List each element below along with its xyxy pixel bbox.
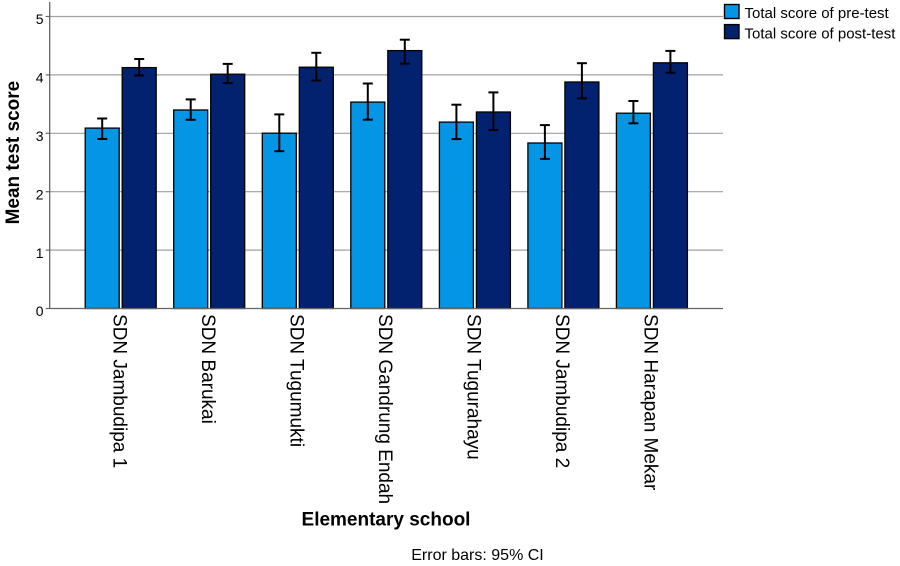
svg-text:2: 2 xyxy=(36,186,44,202)
svg-text:SDN Jambudipa 1: SDN Jambudipa 1 xyxy=(109,314,130,468)
svg-text:SDN Jambudipa 2: SDN Jambudipa 2 xyxy=(551,314,572,468)
svg-text:0: 0 xyxy=(36,303,44,319)
svg-text:SDN Harapan Mekar: SDN Harapan Mekar xyxy=(640,314,661,491)
svg-text:SDN Barukai: SDN Barukai xyxy=(197,314,218,424)
svg-text:Total score of pre-test: Total score of pre-test xyxy=(745,5,890,22)
svg-text:SDN Gandrung Endah: SDN Gandrung Endah xyxy=(374,314,395,504)
svg-text:Elementary school: Elementary school xyxy=(302,510,471,531)
svg-text:4: 4 xyxy=(36,70,44,86)
svg-text:Total score of post-test: Total score of post-test xyxy=(745,25,897,42)
svg-text:SDN Tugurahayu: SDN Tugurahayu xyxy=(463,314,484,460)
svg-text:1: 1 xyxy=(36,245,44,261)
svg-text:5: 5 xyxy=(36,11,44,27)
svg-text:SDN Tugumukti: SDN Tugumukti xyxy=(286,314,307,447)
svg-text:Mean test score: Mean test score xyxy=(3,81,24,225)
svg-text:3: 3 xyxy=(36,128,44,144)
svg-text:Error bars: 95% CI: Error bars: 95% CI xyxy=(411,547,543,564)
